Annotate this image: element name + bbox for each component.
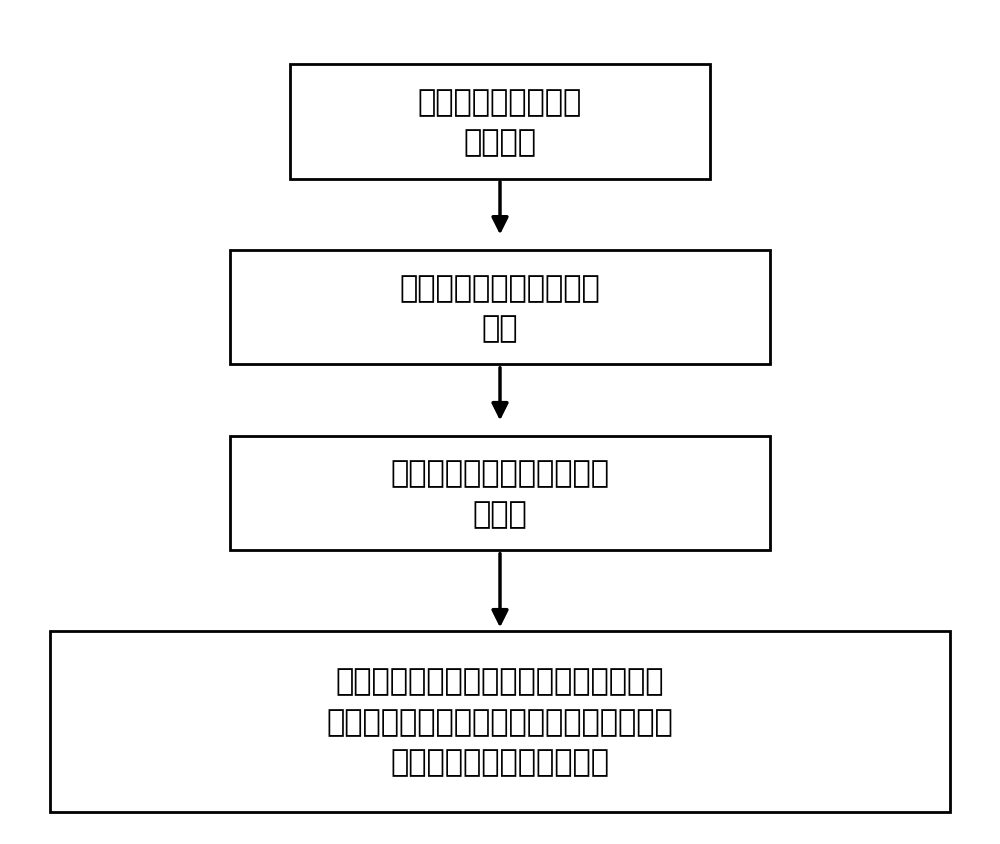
Text: 根据载客量确定空调的送
风量: 根据载客量确定空调的送 风量: [400, 273, 600, 343]
Text: 根据送风量确定送风风道可
变参数: 根据送风量确定送风风道可 变参数: [390, 459, 610, 528]
Bar: [50, 631, 950, 812]
Text: 根据送风风道可变参数调节隔板的倾斜角
度、通风窗的开孔高度以及挡板的位置，实
现送风均匀性的自适应调节: 根据送风风道可变参数调节隔板的倾斜角 度、通风窗的开孔高度以及挡板的位置，实 现…: [327, 667, 673, 776]
Text: 读取空气弹簧数据计
算载客量: 读取空气弹簧数据计 算载客量: [418, 88, 582, 157]
Bar: [230, 251, 770, 365]
Bar: [230, 437, 770, 551]
Bar: [290, 66, 710, 180]
